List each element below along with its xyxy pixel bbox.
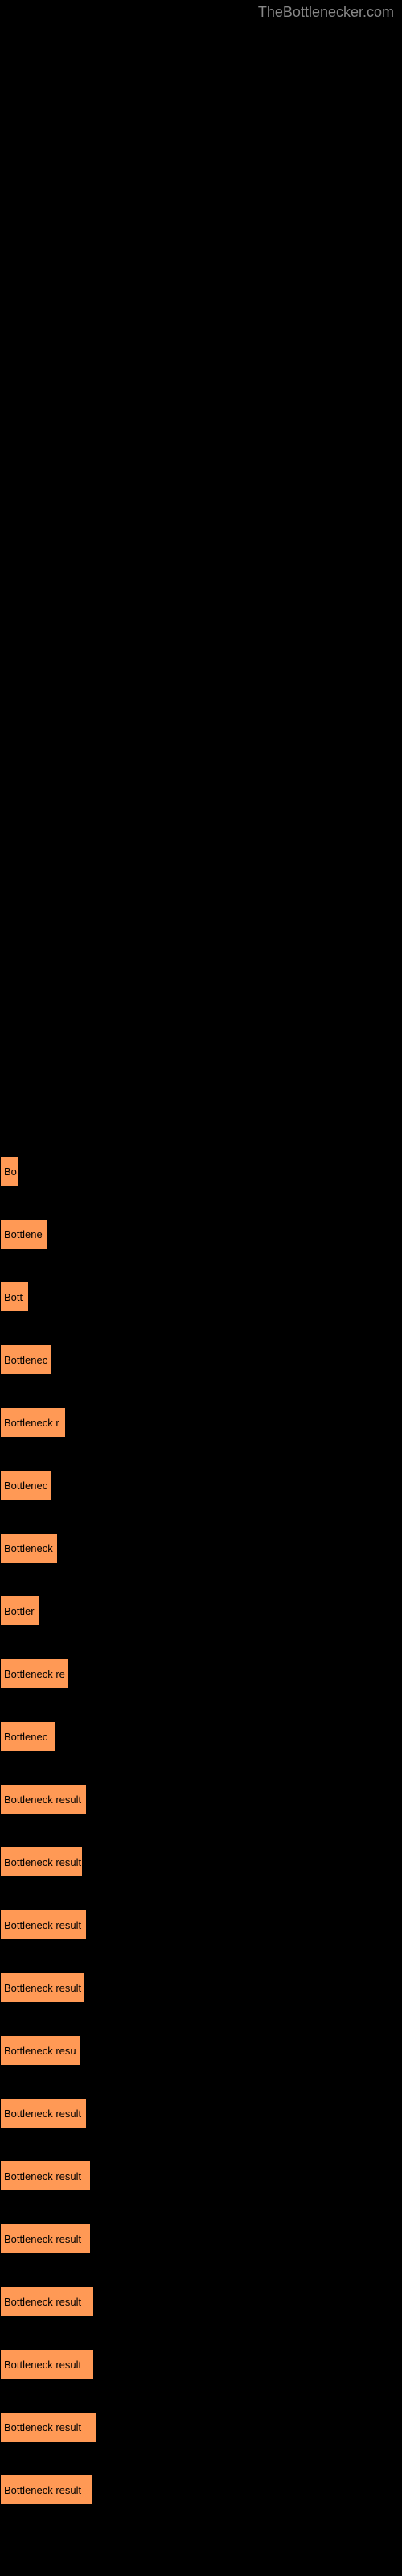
- bar-label: Bottleneck result: [4, 2296, 81, 2308]
- bar-row: Bottleneck: [0, 1533, 402, 1563]
- chart-bar: Bottleneck result: [0, 2161, 91, 2191]
- chart-bar: Bottleneck result: [0, 2412, 96, 2442]
- chart-bar: Bottleneck result: [0, 2098, 87, 2128]
- chart-bar: Bott: [0, 1282, 29, 1312]
- bar-label: Bottleneck re: [4, 1668, 65, 1680]
- bar-label: Bottler: [4, 1605, 35, 1617]
- bar-row: Bottleneck result: [0, 2475, 402, 2505]
- chart-bar: Bottleneck resu: [0, 2035, 80, 2066]
- chart-bar: Bottleneck result: [0, 1847, 83, 1877]
- bar-label: Bottleneck result: [4, 1794, 81, 1806]
- bar-row: Bott: [0, 1282, 402, 1312]
- chart-bar: Bottleneck result: [0, 2223, 91, 2254]
- bar-label: Bottleneck result: [4, 2170, 81, 2182]
- chart-bar: Bottleneck result: [0, 1909, 87, 1940]
- chart-bar: Bottlenec: [0, 1721, 56, 1752]
- bar-row: Bottlene: [0, 1219, 402, 1249]
- chart-bar: Bottleneck result: [0, 2475, 92, 2505]
- chart-bar: Bottleneck r: [0, 1407, 66, 1438]
- bar-row: Bottleneck result: [0, 1847, 402, 1877]
- bar-label: Bottlene: [4, 1228, 43, 1241]
- bar-row: Bottler: [0, 1596, 402, 1626]
- bar-row: Bottlenec: [0, 1344, 402, 1375]
- bar-row: Bottleneck r: [0, 1407, 402, 1438]
- chart-bar: Bottlenec: [0, 1344, 52, 1375]
- chart-bar: Bottleneck result: [0, 1972, 84, 2003]
- chart-bar: Bottlenec: [0, 1470, 52, 1501]
- bar-label: Bottlenec: [4, 1731, 47, 1743]
- bar-label: Bottleneck result: [4, 1856, 81, 1868]
- bar-label: Bottleneck resu: [4, 2045, 76, 2057]
- chart-bar: Bottleneck: [0, 1533, 58, 1563]
- bar-row: Bottlenec: [0, 1470, 402, 1501]
- bar-row: Bottleneck result: [0, 2349, 402, 2380]
- bar-row: Bottleneck result: [0, 2223, 402, 2254]
- bar-row: Bottleneck result: [0, 1972, 402, 2003]
- bar-label: Bottleneck: [4, 1542, 53, 1554]
- bar-row: Bottleneck result: [0, 2412, 402, 2442]
- bar-row: Bottleneck result: [0, 2286, 402, 2317]
- chart-bar: Bottleneck result: [0, 2286, 94, 2317]
- bar-label: Bottleneck r: [4, 1417, 59, 1429]
- bar-row: Bottleneck result: [0, 2098, 402, 2128]
- chart-bar: Bottleneck result: [0, 1784, 87, 1814]
- chart-bar: Bottleneck re: [0, 1658, 69, 1689]
- chart-bar: Bottleneck result: [0, 2349, 94, 2380]
- chart-area: Bo Bottlene Bott Bottlenec Bottleneck r Bottl…: [0, 1156, 402, 2537]
- bar-label: Bottleneck result: [4, 2421, 81, 2434]
- bar-row: Bo: [0, 1156, 402, 1187]
- bar-row: Bottleneck result: [0, 2161, 402, 2191]
- chart-bar: Bottler: [0, 1596, 40, 1626]
- bar-label: Bottleneck result: [4, 2484, 81, 2496]
- bar-label: Bo: [4, 1166, 17, 1178]
- bar-label: Bottleneck result: [4, 2359, 81, 2371]
- bar-label: Bottlenec: [4, 1480, 47, 1492]
- chart-bar: Bo: [0, 1156, 19, 1187]
- chart-bar: Bottlene: [0, 1219, 48, 1249]
- bar-label: Bott: [4, 1291, 23, 1303]
- bar-row: Bottleneck result: [0, 1909, 402, 1940]
- bar-label: Bottlenec: [4, 1354, 47, 1366]
- watermark-text: TheBottlenecker.com: [258, 4, 394, 21]
- bar-row: Bottleneck re: [0, 1658, 402, 1689]
- bar-label: Bottleneck result: [4, 1982, 81, 1994]
- bar-row: Bottleneck result: [0, 1784, 402, 1814]
- bar-row: Bottleneck resu: [0, 2035, 402, 2066]
- bar-label: Bottleneck result: [4, 1919, 81, 1931]
- bar-label: Bottleneck result: [4, 2233, 81, 2245]
- bar-label: Bottleneck result: [4, 2107, 81, 2120]
- bar-row: Bottlenec: [0, 1721, 402, 1752]
